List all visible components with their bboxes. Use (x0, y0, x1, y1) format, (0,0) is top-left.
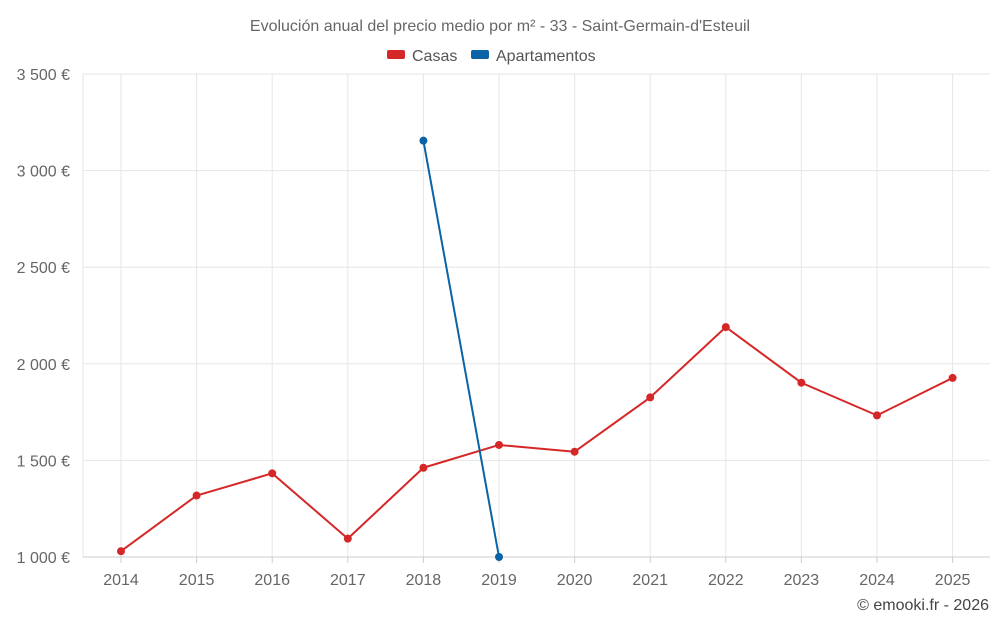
data-point-casas[interactable] (268, 469, 277, 478)
data-point-casas[interactable] (797, 378, 806, 387)
data-point-casas[interactable] (419, 463, 428, 472)
data-point-casas[interactable] (873, 411, 881, 420)
x-tick-label: 2024 (859, 572, 895, 589)
axis-layer: 1 000 € 1 500 € 2 000 € 2 500 € 3 000 € 3 500… (17, 67, 990, 589)
legend-label-casas: Casas (412, 48, 457, 65)
x-tick-label: 2025 (935, 572, 971, 589)
x-tick-label: 2014 (103, 572, 139, 589)
x-tick-label: 2022 (708, 572, 744, 589)
x-tick-label: 2020 (557, 572, 593, 589)
legend-swatch-apartamentos (471, 50, 489, 59)
data-point-casas[interactable] (117, 547, 125, 556)
x-tick-label: 2015 (179, 572, 215, 589)
x-tick-label: 2018 (406, 572, 442, 589)
data-point-casas[interactable] (948, 373, 957, 382)
x-tick-label: 2017 (330, 572, 366, 589)
x-tick-label: 2016 (254, 572, 290, 589)
y-tick-label: 2 500 € (17, 260, 70, 277)
y-tick-label: 1 500 € (17, 453, 70, 470)
data-point-casas[interactable] (343, 534, 352, 543)
series-line-casas (120, 326, 954, 553)
series-line-apartamentos (422, 140, 500, 558)
y-tick-label: 1 000 € (17, 550, 70, 567)
x-tick-label: 2021 (632, 572, 668, 589)
legend-swatch-casas (387, 50, 405, 59)
data-point-apartamentos[interactable] (419, 136, 428, 145)
chart-legend: Casas Apartamentos (387, 48, 596, 65)
series-layer (117, 136, 957, 561)
x-tick-label: 2023 (784, 572, 820, 589)
x-tick-label: 2019 (481, 572, 517, 589)
data-point-casas[interactable] (495, 440, 503, 449)
data-point-casas[interactable] (721, 323, 730, 332)
legend-item-apartamentos[interactable]: Apartamentos (471, 48, 596, 65)
data-point-apartamentos[interactable] (495, 553, 503, 561)
grid-layer (82, 73, 990, 558)
y-tick-label: 3 500 € (17, 67, 70, 84)
legend-item-casas[interactable]: Casas (387, 48, 457, 65)
data-point-casas[interactable] (646, 393, 655, 402)
data-point-casas[interactable] (192, 491, 201, 500)
y-tick-label: 2 000 € (17, 357, 70, 374)
legend-label-apartamentos: Apartamentos (496, 48, 596, 65)
chart-title: Evolución anual del precio medio por m² … (250, 18, 750, 35)
credit-text: © emooki.fr - 2026 (857, 597, 989, 614)
data-point-casas[interactable] (570, 447, 579, 456)
y-tick-label: 3 000 € (17, 164, 70, 181)
